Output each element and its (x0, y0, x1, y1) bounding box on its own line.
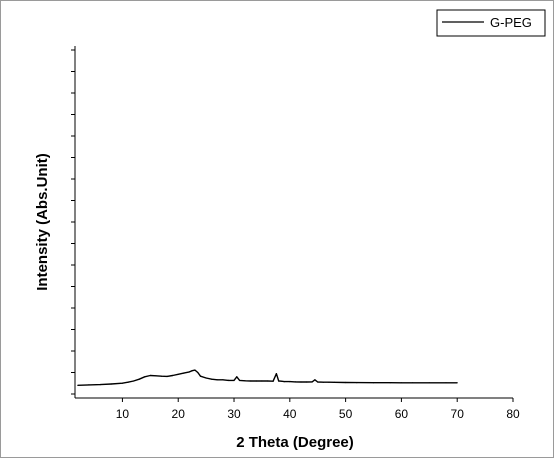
data-point (283, 381, 285, 383)
data-point (127, 381, 129, 383)
data-point (155, 375, 157, 377)
data-point (372, 382, 375, 384)
data-point (194, 369, 196, 371)
x-tick-label: 50 (339, 407, 353, 421)
data-point (289, 381, 291, 383)
data-point (121, 382, 123, 384)
data-point (138, 378, 140, 380)
data-point (188, 371, 190, 373)
data-point (99, 384, 101, 386)
data-point (211, 378, 213, 380)
data-point (250, 380, 252, 382)
data-point (400, 382, 402, 384)
data-point (389, 382, 391, 384)
data-point (280, 380, 282, 382)
legend: G-PEG (436, 9, 546, 37)
x-axis-title: 2 Theta (Degree) (236, 434, 354, 451)
data-point (197, 371, 199, 374)
data-point (216, 379, 218, 381)
data-point (306, 381, 308, 383)
data-point (191, 370, 193, 372)
data-point (160, 375, 163, 377)
data-point (445, 382, 447, 384)
data-point (261, 380, 263, 382)
data-point (356, 382, 358, 384)
data-point (328, 381, 330, 383)
data-point (412, 382, 414, 384)
x-tick-label: 30 (227, 407, 241, 421)
x-tick-label: 20 (172, 407, 186, 421)
data-point (311, 381, 313, 383)
data-point (183, 372, 185, 374)
data-point (227, 379, 229, 381)
data-point (177, 373, 179, 375)
data-point (428, 382, 430, 384)
x-tick-group: 10 20 30 40 50 60 70 80 (116, 398, 520, 421)
data-point (322, 381, 324, 383)
data-point (222, 379, 224, 381)
x-tick-label: 10 (116, 407, 130, 421)
data-point (300, 381, 302, 383)
data-point (314, 379, 316, 381)
data-point (133, 380, 135, 382)
data-point (278, 380, 280, 382)
data-point (236, 376, 238, 378)
data-point (272, 380, 274, 382)
x-tick-label: 80 (506, 407, 520, 421)
data-point (244, 380, 246, 382)
data-point (317, 381, 319, 383)
data-point (294, 381, 296, 383)
data-point (233, 379, 235, 381)
data-point (275, 373, 277, 375)
legend-label: G-PEG (490, 15, 532, 30)
data-point (456, 382, 458, 384)
data-point (345, 381, 347, 384)
data-point (239, 379, 241, 381)
data-point (266, 380, 269, 382)
x-tick-label: 70 (451, 407, 465, 421)
data-point (144, 376, 146, 378)
x-tick-label: 40 (283, 407, 297, 421)
y-tick-group (71, 49, 75, 395)
y-axis-title: Intensity (Abs.Unit) (34, 153, 51, 291)
data-point (110, 383, 112, 385)
legend-box (436, 9, 546, 37)
data-point (255, 380, 257, 382)
data-point (77, 384, 79, 386)
data-point (166, 375, 168, 377)
data-point (205, 377, 207, 379)
data-point (333, 381, 336, 383)
data-point (88, 384, 90, 386)
x-tick-label: 60 (395, 407, 409, 421)
data-point (172, 374, 174, 377)
data-point (199, 375, 202, 377)
series-line-0 (77, 369, 458, 386)
data-point (149, 374, 151, 377)
series-layer (77, 369, 458, 386)
